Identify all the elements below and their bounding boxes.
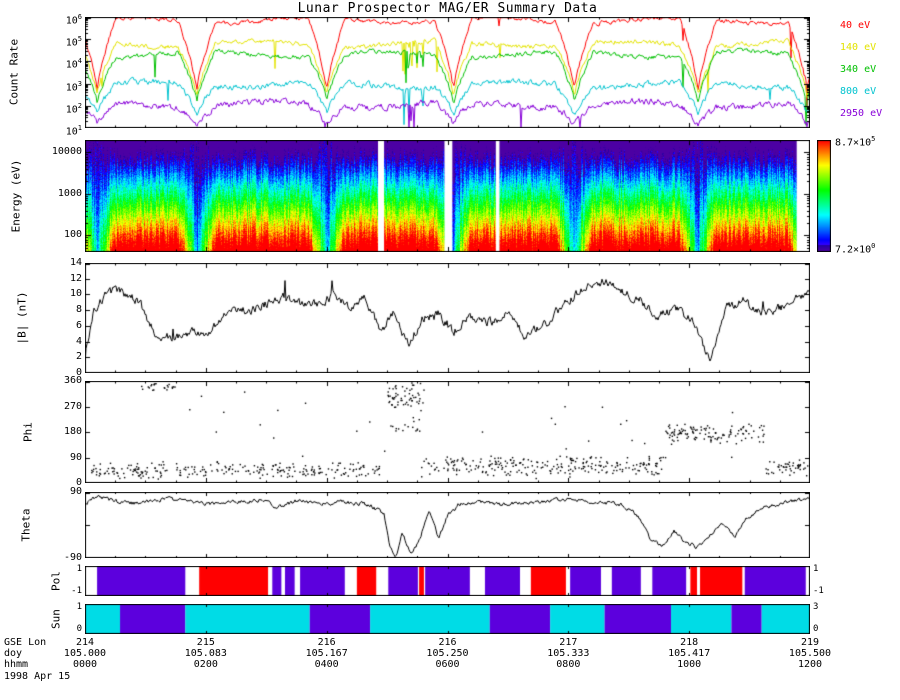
theta-ytick: -90 bbox=[63, 552, 82, 563]
sun-left-bottom-label: 0 bbox=[76, 624, 82, 634]
count-rate-axis-label: Count Rate bbox=[7, 38, 21, 106]
bmag-ytick: 12 bbox=[69, 272, 82, 284]
xtick-hhmm: 1000 bbox=[677, 659, 702, 670]
count-rate-ytick: 102 bbox=[65, 101, 82, 116]
bmag-ytick: 14 bbox=[69, 257, 82, 268]
sun-right-top-label: 3 bbox=[813, 602, 819, 612]
bmag-ytick: 10 bbox=[69, 288, 82, 300]
energy-spectrogram-plot bbox=[85, 140, 810, 252]
xtick-doy: 105.250 bbox=[426, 648, 469, 659]
colorbar-max-label: 8.7×105 bbox=[835, 135, 876, 149]
count-rate-ytick: 106 bbox=[65, 13, 82, 27]
sun-left-top-label: 1 bbox=[76, 602, 82, 612]
xaxis-row-name-hhmm: hhmm bbox=[4, 659, 29, 670]
xtick-doy: 105.167 bbox=[305, 648, 348, 659]
xtick-gse_lon: 218 bbox=[680, 637, 699, 648]
count-rate-plot bbox=[85, 17, 810, 128]
phi-ytick: 360 bbox=[63, 375, 82, 386]
phi-ytick: 0 bbox=[75, 477, 82, 488]
legend-item: 340 eV bbox=[840, 64, 877, 75]
bmag-ytick: 2 bbox=[75, 351, 82, 363]
count-rate-ytick: 104 bbox=[65, 57, 82, 71]
bmag-ytick: 0 bbox=[75, 367, 82, 378]
pol-left-top-label: 1 bbox=[76, 564, 82, 574]
xtick-gse_lon: 216 bbox=[438, 637, 457, 648]
theta-plot bbox=[85, 492, 810, 558]
xaxis-row-name-gse-lon: GSE Lon bbox=[4, 637, 47, 648]
xaxis-date-label: 1998 Apr 15 bbox=[4, 671, 71, 682]
xtick-gse_lon: 219 bbox=[800, 637, 820, 648]
pol-left-bottom-label: -1 bbox=[71, 586, 82, 596]
count-rate-ytick: 101 bbox=[65, 124, 82, 138]
legend-item: 800 eV bbox=[840, 86, 877, 97]
theta-axis-label: Theta bbox=[19, 508, 33, 542]
phi-ytick: 90 bbox=[69, 451, 82, 463]
bmag-ytick: 8 bbox=[75, 304, 82, 316]
legend-item: 40 eV bbox=[840, 20, 871, 31]
energy-ytick: 10000 bbox=[51, 146, 82, 158]
xtick-hhmm: 0400 bbox=[314, 659, 339, 670]
count-rate-ytick: 103 bbox=[65, 79, 82, 93]
figure-title: Lunar Prospector MAG/ER Summary Data bbox=[297, 1, 598, 16]
phi-ytick: 270 bbox=[63, 400, 82, 412]
bmag-axis-label: |B| (nT) bbox=[15, 291, 29, 345]
xtick-hhmm: 0600 bbox=[435, 659, 460, 670]
energy-ytick: 100 bbox=[63, 229, 82, 241]
xtick-gse_lon: 217 bbox=[559, 637, 578, 648]
theta-ytick: 90 bbox=[69, 486, 82, 497]
xtick-doy: 105.333 bbox=[547, 648, 590, 659]
xtick-hhmm: 0000 bbox=[72, 659, 98, 670]
xtick-hhmm: 0200 bbox=[193, 659, 218, 670]
xtick-doy: 105.417 bbox=[668, 648, 711, 659]
bmag-ytick: 6 bbox=[75, 319, 82, 331]
bmag-plot bbox=[85, 263, 810, 373]
phi-axis-label: Phi bbox=[21, 422, 35, 442]
phi-plot bbox=[85, 381, 810, 483]
xtick-gse_lon: 215 bbox=[196, 637, 215, 648]
xtick-gse_lon: 216 bbox=[317, 637, 336, 648]
pol-strip bbox=[85, 566, 810, 596]
sun-axis-label: Sun bbox=[49, 609, 63, 629]
xtick-hhmm: 1200 bbox=[797, 659, 823, 670]
energy-ytick: 1000 bbox=[57, 187, 82, 199]
xtick-doy: 105.500 bbox=[788, 648, 832, 659]
colorbar-min-label: 7.2×100 bbox=[835, 242, 876, 256]
legend-item: 2950 eV bbox=[840, 108, 883, 119]
count-rate-ytick: 105 bbox=[65, 35, 82, 49]
pol-right-bottom-label: -1 bbox=[813, 586, 824, 596]
pol-right-top-label: 1 bbox=[813, 564, 819, 574]
legend-item: 140 eV bbox=[840, 42, 877, 53]
xtick-doy: 105.000 bbox=[63, 648, 107, 659]
xtick-doy: 105.083 bbox=[184, 648, 227, 659]
sun-strip bbox=[85, 604, 810, 634]
energy-axis-label: Energy (eV) bbox=[9, 159, 23, 233]
xaxis-row-name-doy: doy bbox=[4, 648, 23, 659]
xtick-hhmm: 0800 bbox=[556, 659, 581, 670]
bmag-ytick: 4 bbox=[75, 335, 82, 347]
spectrogram-colorbar bbox=[817, 140, 831, 252]
xtick-gse_lon: 214 bbox=[75, 637, 95, 648]
sun-right-bottom-label: 0 bbox=[813, 624, 819, 634]
phi-ytick: 180 bbox=[63, 426, 82, 437]
pol-axis-label: Pol bbox=[49, 571, 63, 591]
